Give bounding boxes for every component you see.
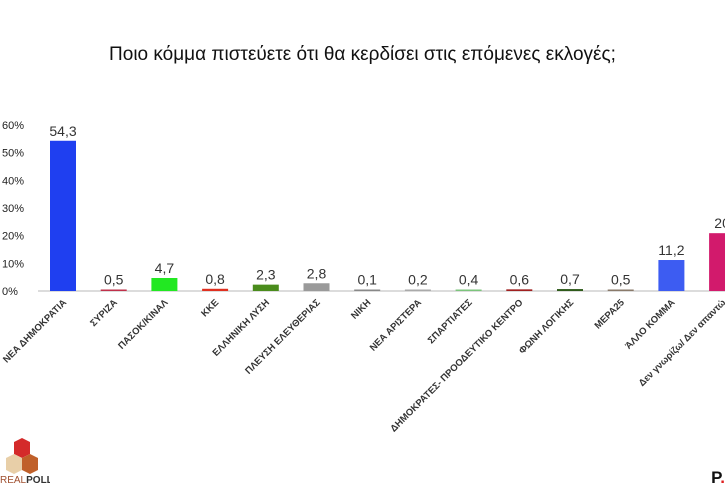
bar (455, 289, 482, 291)
bar (709, 233, 725, 291)
x-tick-label: ΜΕΡΑ25 (593, 297, 628, 332)
x-tick-label: ΝΕΑ ΔΗΜΟΚΡΑΤΙΑ (1, 297, 69, 365)
y-tick-label: 30% (2, 203, 24, 215)
bar (404, 289, 431, 291)
x-tick-label: ΆΛΛΟ ΚΟΜΜΑ (623, 297, 677, 351)
data-label: 4,7 (155, 260, 175, 276)
bar (607, 289, 634, 291)
data-label: 2,3 (256, 267, 276, 283)
bar (100, 289, 127, 291)
bar (506, 289, 533, 291)
data-label: 0,5 (104, 272, 124, 288)
x-tick-label: ΣΠΑΡΤΙΑΤΕΣ (426, 297, 475, 346)
y-tick-label: 40% (2, 175, 24, 187)
data-label: 0,8 (205, 271, 225, 287)
publisher-logo: P. (711, 468, 725, 487)
data-label: 11,2 (658, 242, 684, 258)
bar (303, 283, 330, 291)
x-tick-label: ΝΕΑ ΑΡΙΣΤΕΡΑ (368, 297, 424, 353)
y-tick-label: 50% (2, 148, 24, 160)
y-tick-label: 0% (2, 286, 18, 298)
bar (252, 284, 279, 291)
data-label: 0,1 (357, 272, 377, 288)
data-label: 0,6 (510, 271, 530, 287)
bar (50, 140, 76, 291)
data-label: 0,7 (560, 271, 580, 287)
x-tick-label: ΚΚΕ (199, 297, 221, 319)
data-label: 54,3 (49, 123, 76, 139)
realpolls-logo: REALPOLLS (0, 436, 60, 486)
x-tick-label: ΝΙΚΗ (349, 297, 373, 321)
x-tick-label: ΦΩΝΗ ΛΟΓΙΚΗΣ (517, 297, 576, 356)
data-label: 2,8 (307, 265, 327, 281)
chart-title: Ποιο κόμμα πιστεύετε ότι θα κερδίσει στι… (109, 44, 616, 65)
data-label: 20 (714, 215, 725, 231)
svg-text:REALPOLLS: REALPOLLS (0, 475, 50, 486)
bar (151, 277, 178, 291)
bar (354, 289, 381, 291)
bar (658, 260, 685, 291)
bar (557, 289, 583, 291)
data-label: 0,4 (459, 272, 479, 288)
y-tick-label: 20% (2, 231, 24, 243)
y-tick-label: 60% (2, 120, 24, 132)
x-tick-label: ΣΥΡΙΖΑ (88, 297, 120, 329)
data-label: 0,5 (611, 272, 631, 288)
bar (202, 288, 229, 291)
data-label: 0,2 (408, 272, 428, 288)
x-tick-label: Δεν γνωρίζω/ Δεν απαντώ (637, 297, 725, 389)
y-tick-label: 10% (2, 258, 24, 270)
x-tick-label: ΠΑΣΟΚ/ΚΙΝΑΛ (116, 297, 171, 352)
